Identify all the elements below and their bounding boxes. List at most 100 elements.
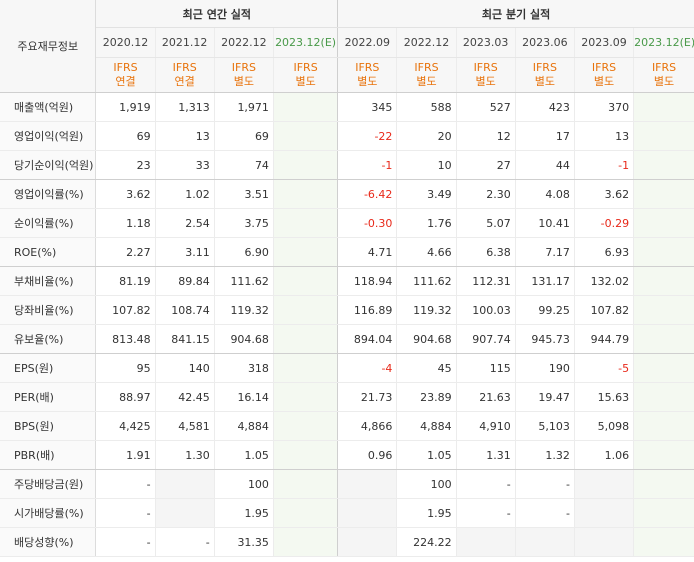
quarterly-value-cell: 15.63 bbox=[573, 382, 634, 412]
quarterly-value-cell bbox=[337, 527, 397, 557]
quarterly-value-cell: 527 bbox=[455, 92, 516, 122]
quarterly-value-cell: 115 bbox=[455, 353, 516, 383]
quarterly-value-cell: 131.17 bbox=[514, 266, 575, 296]
quarterly-value-cell: 112.31 bbox=[455, 266, 516, 296]
metric-label: 배당성향(%) bbox=[0, 527, 97, 557]
quarterly-value-cell: 21.63 bbox=[455, 382, 516, 412]
quarterly-value-cell: -1 bbox=[573, 150, 634, 180]
annual-value-cell: 89.84 bbox=[154, 266, 215, 296]
table-row: 주당배당금(원) -100 100- - bbox=[0, 469, 694, 499]
annual-value-cell: 1,971 bbox=[213, 92, 274, 122]
quarterly-value-cell: 4.08 bbox=[514, 179, 575, 209]
annual-value-cell: 69 bbox=[213, 121, 274, 151]
annual-value-cell bbox=[272, 121, 338, 151]
table-row: 당기순이익(억원) 23 33 74 -1 10 27 44 -1 bbox=[0, 150, 694, 180]
annual-value-cell: 74 bbox=[213, 150, 274, 180]
annual-value-cell: 119.32 bbox=[213, 295, 274, 325]
table-row: PER(배) 88.97 42.45 16.14 21.73 23.89 21.63 19.4… bbox=[0, 382, 694, 412]
quarterly-value-cell bbox=[633, 266, 694, 296]
quarterly-value-cell bbox=[633, 498, 694, 528]
quarterly-standard-header: IFRS 별도 bbox=[455, 57, 516, 93]
table-row: 매출액(억원) 1,919 1,313 1,971 345 588 527 423 370 bbox=[0, 92, 694, 122]
quarterly-value-cell bbox=[337, 498, 397, 528]
row-label-header: 주요재무정보 bbox=[0, 0, 97, 93]
quarterly-period-header: 2023.06 bbox=[514, 27, 575, 58]
quarterly-value-cell bbox=[633, 469, 694, 499]
consolidation-type: 연결 bbox=[174, 75, 195, 88]
metric-label: PER(배) bbox=[0, 382, 97, 412]
accounting-standard: IFRS bbox=[172, 61, 197, 74]
quarterly-value-cell: -4 bbox=[337, 353, 397, 383]
metric-label: 순이익률(%) bbox=[0, 208, 97, 238]
table-row: BPS(원) 4,425 4,581 4,884 4,866 4,884 4,910 5,10… bbox=[0, 411, 694, 441]
annual-value-cell: - bbox=[95, 469, 156, 499]
quarterly-value-cell: 1.05 bbox=[396, 440, 457, 470]
accounting-standard: IFRS bbox=[414, 61, 439, 74]
quarterly-standard-header: IFRS 별도 bbox=[337, 57, 397, 93]
quarterly-value-cell: 100.03 bbox=[455, 295, 516, 325]
annual-value-cell: 111.62 bbox=[213, 266, 274, 296]
quarterly-value-cell: 4,884 bbox=[396, 411, 457, 441]
annual-value-cell: 1.95 bbox=[213, 498, 274, 528]
annual-value-cell: 107.82 bbox=[95, 295, 156, 325]
quarterly-value-cell: 17 bbox=[514, 121, 575, 151]
quarterly-value-cell bbox=[633, 208, 694, 238]
annual-value-cell: 2.27 bbox=[95, 237, 156, 267]
annual-value-cell: 100 bbox=[213, 469, 274, 499]
annual-value-cell bbox=[154, 498, 215, 528]
quarterly-value-cell bbox=[633, 382, 694, 412]
annual-section-title: 최근 연간 실적 bbox=[95, 0, 338, 28]
accounting-standard: IFRS bbox=[293, 61, 318, 74]
quarterly-value-cell: 12 bbox=[455, 121, 516, 151]
table-row: 당좌비율(%) 107.82 108.74 119.32 116.89 119.32 100… bbox=[0, 295, 694, 325]
quarterly-value-cell: -0.29 bbox=[573, 208, 634, 238]
accounting-standard: IFRS bbox=[113, 61, 138, 74]
table-row: 배당성향(%) - -31.35 224.22 bbox=[0, 527, 694, 557]
annual-value-cell: - bbox=[154, 527, 215, 557]
quarterly-value-cell bbox=[514, 527, 575, 557]
accounting-standard: IFRS bbox=[532, 61, 557, 74]
annual-value-cell: 42.45 bbox=[154, 382, 215, 412]
annual-value-cell bbox=[272, 440, 338, 470]
quarterly-standard-header: IFRS 별도 bbox=[633, 57, 694, 93]
annual-value-cell bbox=[272, 353, 338, 383]
quarterly-value-cell: 1.76 bbox=[396, 208, 457, 238]
quarterly-value-cell: 907.74 bbox=[455, 324, 516, 354]
metric-label: EPS(원) bbox=[0, 353, 97, 383]
quarterly-standard-header: IFRS 별도 bbox=[573, 57, 634, 93]
quarterly-standard-header: IFRS 별도 bbox=[514, 57, 575, 93]
annual-standard-header: IFRS 별도 bbox=[272, 57, 338, 93]
quarterly-value-cell bbox=[633, 411, 694, 441]
annual-value-cell: 23 bbox=[95, 150, 156, 180]
quarterly-value-cell: 118.94 bbox=[337, 266, 397, 296]
annual-value-cell: 6.90 bbox=[213, 237, 274, 267]
metric-label: PBR(배) bbox=[0, 440, 97, 470]
quarterly-value-cell: 13 bbox=[573, 121, 634, 151]
quarterly-value-cell: -5 bbox=[573, 353, 634, 383]
quarterly-value-cell: 5,103 bbox=[514, 411, 575, 441]
metric-label: 유보율(%) bbox=[0, 324, 97, 354]
annual-value-cell: 4,425 bbox=[95, 411, 156, 441]
annual-standard-header: IFRS 연결 bbox=[95, 57, 156, 93]
quarterly-value-cell bbox=[573, 469, 634, 499]
quarterly-value-cell: 2.30 bbox=[455, 179, 516, 209]
metric-label: 당기순이익(억원) bbox=[0, 150, 97, 180]
annual-value-cell: 3.51 bbox=[213, 179, 274, 209]
quarterly-value-cell: 6.38 bbox=[455, 237, 516, 267]
quarterly-value-cell: 119.32 bbox=[396, 295, 457, 325]
quarterly-period-header: 2023.03 bbox=[455, 27, 516, 58]
quarterly-value-cell: 45 bbox=[396, 353, 457, 383]
annual-value-cell: 1,313 bbox=[154, 92, 215, 122]
quarterly-value-cell bbox=[633, 440, 694, 470]
quarterly-value-cell: 190 bbox=[514, 353, 575, 383]
metric-label: 부채비율(%) bbox=[0, 266, 97, 296]
annual-value-cell: 95 bbox=[95, 353, 156, 383]
metric-label: 매출액(억원) bbox=[0, 92, 97, 122]
quarterly-value-cell: 4,910 bbox=[455, 411, 516, 441]
quarterly-value-cell: 27 bbox=[455, 150, 516, 180]
annual-value-cell bbox=[272, 92, 338, 122]
quarterly-standard-header: IFRS 별도 bbox=[396, 57, 457, 93]
quarterly-value-cell bbox=[633, 179, 694, 209]
quarterly-value-cell: 100 bbox=[396, 469, 457, 499]
